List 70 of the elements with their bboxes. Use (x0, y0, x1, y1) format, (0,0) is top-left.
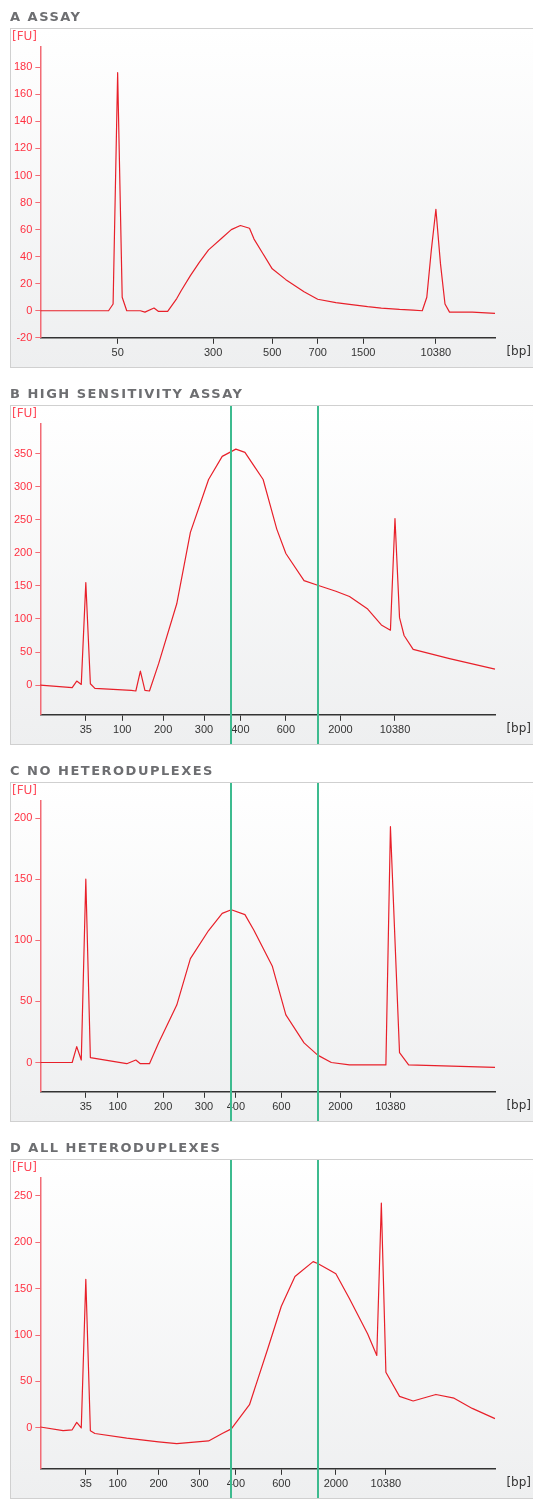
y-tick-label: 50 (20, 645, 33, 658)
y-axis-title: [FU] (12, 1160, 38, 1175)
chart-title: B HIGH SENSITIVITY ASSAY (9, 385, 245, 403)
x-tick-label: 10380 (420, 346, 452, 359)
x-axis-title: [bp] (506, 343, 531, 358)
y-tick-label: 200 (13, 1235, 33, 1248)
y-tick-label: 50 (20, 1374, 33, 1387)
x-axis-title: [bp] (506, 1097, 531, 1112)
y-tick-label: 80 (20, 195, 33, 208)
y-tick-label: -20 (16, 330, 33, 343)
x-tick-label: 400 (231, 723, 250, 736)
y-tick-label: 200 (13, 545, 33, 558)
y-tick-label: 350 (13, 446, 33, 459)
y-tick-label: 0 (26, 1055, 33, 1068)
x-tick-label: 600 (272, 1477, 291, 1490)
y-tick-label: 100 (13, 933, 33, 946)
x-tick-label: 300 (194, 723, 214, 736)
y-tick-label: 0 (26, 1420, 33, 1433)
y-tick-label: 150 (13, 872, 33, 885)
chart-title: A ASSAY (9, 8, 83, 26)
x-tick-label: 50 (111, 346, 124, 359)
x-tick-label: 2000 (328, 723, 353, 736)
x-tick-label: 600 (272, 1100, 291, 1113)
x-tick-label: 1500 (350, 346, 376, 359)
x-tick-label: 35 (79, 1100, 92, 1113)
y-tick-label: 200 (13, 811, 33, 824)
y-tick-label: 100 (13, 612, 33, 624)
x-tick-label: 300 (194, 1100, 214, 1113)
x-tick-label: 100 (108, 1477, 127, 1490)
y-tick-label: 250 (13, 1188, 33, 1201)
y-tick-label: 20 (20, 276, 33, 289)
x-tick-label: 300 (203, 346, 223, 359)
x-tick-label: 700 (308, 346, 327, 359)
y-tick-label: 150 (13, 1281, 33, 1294)
x-axis-title: [bp] (506, 1474, 531, 1489)
y-axis-title: [FU] (12, 29, 38, 44)
x-tick-label: 2000 (323, 1477, 349, 1490)
y-tick-label: 50 (20, 994, 33, 1007)
y-tick-label: 140 (13, 114, 33, 127)
y-tick-label: 60 (20, 222, 33, 235)
x-tick-label: 200 (149, 1477, 168, 1490)
y-tick-label: 120 (13, 141, 33, 154)
y-tick-label: 250 (13, 512, 33, 525)
y-axis-title: [FU] (12, 406, 38, 421)
y-tick-label: 0 (26, 303, 33, 316)
y-tick-label: 150 (13, 578, 33, 591)
x-tick-label: 2000 (328, 1100, 353, 1113)
x-tick-label: 100 (108, 1100, 127, 1113)
y-tick-label: 300 (13, 479, 33, 492)
x-tick-label: 200 (153, 1100, 173, 1113)
x-tick-label: 10380 (370, 1477, 402, 1490)
x-axis-title: [bp] (506, 720, 531, 735)
x-tick-label: 300 (190, 1477, 209, 1490)
x-tick-label: 200 (153, 723, 173, 736)
y-tick-label: 0 (26, 678, 33, 691)
x-tick-label: 10380 (379, 723, 411, 736)
y-axis-title: [FU] (12, 783, 38, 798)
y-tick-label: 100 (13, 1328, 33, 1341)
y-tick-label: 180 (13, 60, 33, 73)
y-tick-label: 160 (13, 87, 33, 100)
y-tick-label: 40 (20, 249, 33, 262)
x-tick-label: 35 (79, 723, 92, 736)
x-tick-label: 500 (263, 346, 282, 359)
x-tick-label: 10380 (375, 1100, 406, 1113)
y-tick-label: 100 (13, 168, 33, 181)
chart-title: C NO HETERODUPLEXES (9, 762, 215, 780)
x-tick-label: 100 (113, 723, 132, 736)
x-tick-label: 600 (276, 723, 296, 736)
x-tick-label: 35 (79, 1477, 92, 1490)
chart-title: D ALL HETERODUPLEXES (9, 1139, 223, 1157)
